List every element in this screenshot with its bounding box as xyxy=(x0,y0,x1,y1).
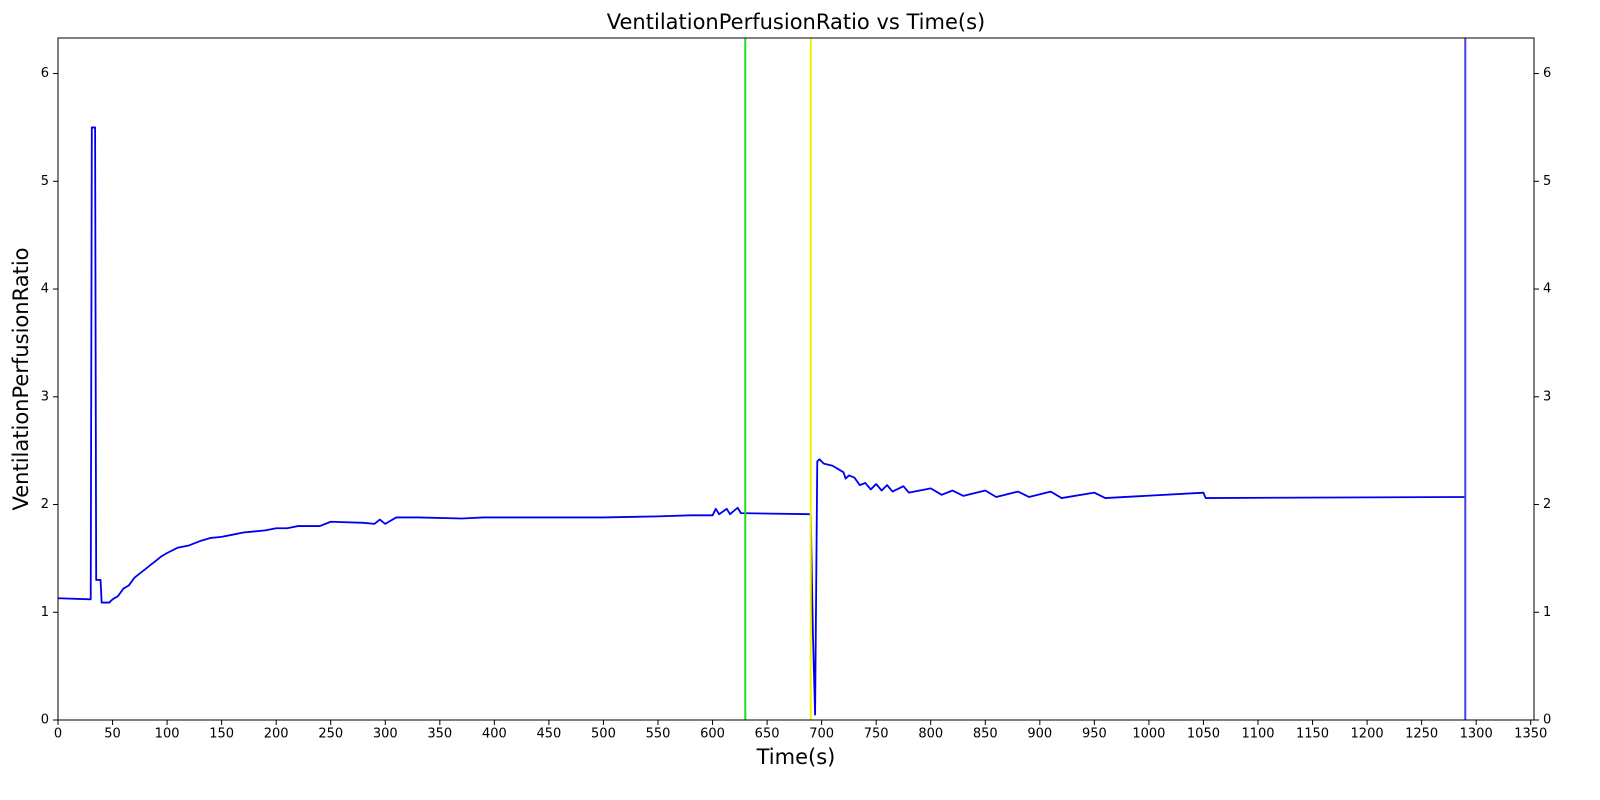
x-tick-label: 1300 xyxy=(1460,727,1493,742)
x-tick-label: 350 xyxy=(427,727,452,742)
chart-title: VentilationPerfusionRatio vs Time(s) xyxy=(607,10,985,34)
x-tick-label: 650 xyxy=(755,727,780,742)
plot-frame xyxy=(57,37,1535,721)
data-line xyxy=(57,126,1466,716)
y-tick-label: 1 xyxy=(41,605,49,620)
x-tick-label: 850 xyxy=(973,727,998,742)
x-tick-label: 200 xyxy=(264,727,289,742)
x-tick-label: 150 xyxy=(209,727,234,742)
x-tick-label: 100 xyxy=(155,727,180,742)
x-tick-label: 550 xyxy=(646,727,671,742)
x-axis-label: Time(s) xyxy=(756,745,836,769)
x-tick-label: 300 xyxy=(373,727,398,742)
y-tick-label: 5 xyxy=(41,174,49,189)
x-tick-label: 750 xyxy=(864,727,889,742)
x-tick-label: 1150 xyxy=(1296,727,1329,742)
x-tick-label: 1200 xyxy=(1351,727,1384,742)
x-tick-label: 900 xyxy=(1027,727,1052,742)
x-tick-label: 950 xyxy=(1082,727,1107,742)
y2-tick-label: 2 xyxy=(1543,497,1551,512)
x-tick-label: 1250 xyxy=(1405,727,1438,742)
x-tick-label: 600 xyxy=(700,727,725,742)
x-tick-label: 500 xyxy=(591,727,616,742)
x-tick-label: 400 xyxy=(482,727,507,742)
x-tick-label: 700 xyxy=(809,727,834,742)
x-tick-label: 0 xyxy=(54,727,62,742)
y-tick-label: 2 xyxy=(41,497,49,512)
x-tick-label: 800 xyxy=(918,727,943,742)
x-tick-label: 1100 xyxy=(1241,727,1274,742)
y-tick-label: 4 xyxy=(41,282,49,297)
y2-tick-label: 5 xyxy=(1543,174,1551,189)
y2-tick-label: 4 xyxy=(1543,282,1551,297)
y-axis-label: VentilationPerfusionRatio xyxy=(9,248,33,511)
y2-tick-label: 0 xyxy=(1543,713,1551,728)
x-tick-label: 1000 xyxy=(1132,727,1165,742)
x-tick-label: 1050 xyxy=(1187,727,1220,742)
x-tick-label: 250 xyxy=(318,727,343,742)
y2-tick-label: 3 xyxy=(1543,389,1551,404)
x-tick-label: 450 xyxy=(536,727,561,742)
x-tick-label: 1350 xyxy=(1514,727,1547,742)
y2-tick-label: 1 xyxy=(1543,605,1551,620)
x-tick-label: 50 xyxy=(104,727,121,742)
y-tick-label: 6 xyxy=(41,66,49,81)
y-tick-label: 3 xyxy=(41,389,49,404)
y2-tick-label: 6 xyxy=(1543,66,1551,81)
y-tick-label: 0 xyxy=(41,713,49,728)
